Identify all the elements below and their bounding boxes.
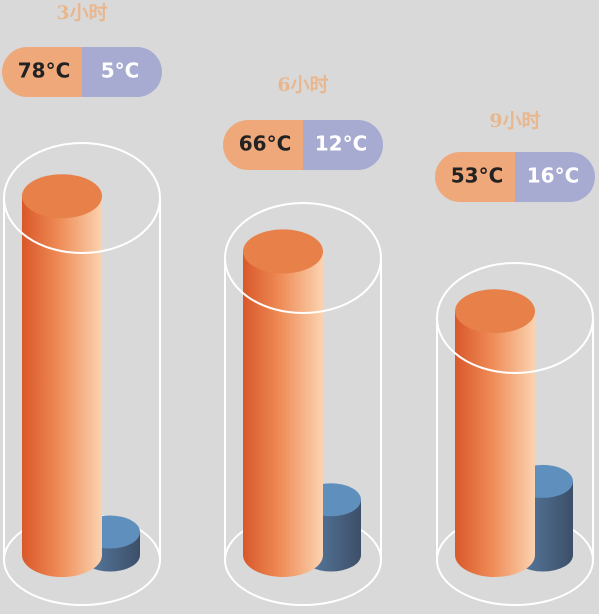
cold-label: 16°C (527, 164, 580, 188)
hot-label: 53°C (451, 164, 504, 188)
cold-label: 12°C (315, 132, 368, 156)
hot-bar (243, 251, 323, 577)
category-label: 3小时 (56, 2, 107, 24)
hot-bar-top (22, 174, 102, 219)
glass-top (224, 202, 382, 314)
hot-label: 66°C (239, 132, 292, 156)
hot-bar-top (455, 289, 535, 334)
hot-bar (22, 196, 102, 577)
pill-cold (303, 120, 383, 170)
hot-bar (455, 311, 535, 577)
category-label: 6小时 (277, 74, 328, 96)
pill-hot (2, 47, 82, 97)
pill-hot (435, 152, 515, 202)
pill-hot (223, 120, 303, 170)
glass-top (3, 142, 161, 254)
glass-top (436, 262, 594, 374)
pill-cold (82, 47, 162, 97)
hot-label: 78°C (18, 59, 71, 83)
cold-label: 5°C (101, 59, 140, 83)
pill-cold (515, 152, 595, 202)
category-label: 9小时 (489, 110, 540, 132)
hot-bar-top (243, 229, 323, 274)
